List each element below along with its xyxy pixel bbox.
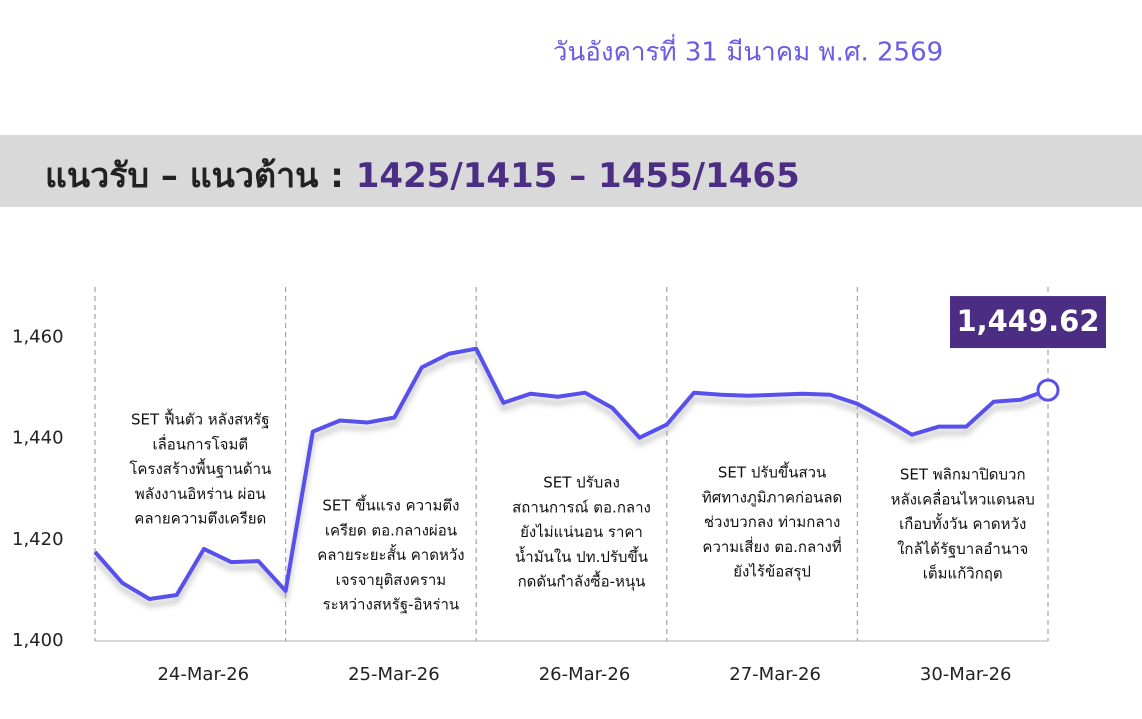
annotation: SET ปรับขึ้นสวน (718, 462, 826, 482)
annotation: ยังไม่แน่นอน ราคา (520, 523, 643, 541)
date: วันอังคารที่ 31 มีนาคม พ.ศ. 2569 (553, 34, 943, 68)
x-tick-label: 26-Mar-26 (539, 664, 631, 685)
annotation: เจรจายุติสงคราม (336, 571, 447, 590)
y-tick-label: 1,420 (12, 529, 64, 550)
annotation: คลายความตึงเครียด (134, 510, 266, 528)
series-line (93, 346, 1049, 602)
annotation: SET พลิกมาปิดบวก (900, 466, 1026, 484)
annotation: พลังงานอิหร่าน ผ่อน (135, 485, 266, 503)
annotation: โครงสร้างพื้นฐานด้าน (129, 458, 271, 478)
annotation: ความเสี่ยง ตอ.กลางที่ (702, 536, 841, 556)
x-tick-label: 25-Mar-26 (348, 664, 440, 685)
annotation: ช่วงบวกลง ท่ามกลาง (704, 513, 840, 531)
annotation: ระหว่างสหรัฐ-อิหร่าน (323, 596, 460, 614)
x-tick-label: 24-Mar-26 (157, 664, 249, 685)
line-shadow (93, 351, 1049, 608)
annotation: SET ขึ้นแรง ความตึง (322, 495, 459, 515)
title: แนวรับ – แนวต้าน : 1425/1415 – 1455/1465 (45, 156, 800, 196)
annotation: เครียด ตอ.กลางผ่อน (325, 521, 457, 539)
y-tick-label: 1,460 (12, 327, 64, 348)
annotation: น้ำมันใน ปท.ปรับขึ้น (515, 546, 648, 566)
annotation: สถานการณ์ ตอ.กลาง (512, 498, 651, 516)
x-tick-label: 27-Mar-26 (729, 664, 821, 685)
annotation: หลังเคลื่อนไหวแดนลบ (891, 488, 1035, 508)
y-tick-label: 1,400 (12, 630, 64, 651)
annotation: คลายระยะสั้น คาดหวัง (317, 544, 464, 564)
annotation: เต็มแก้วิกฤต (923, 564, 1003, 583)
y-tick-label: 1,440 (12, 428, 64, 449)
title-text: แนวรับ – แนวต้าน : (45, 156, 356, 196)
levels: 1425/1415 – 1455/1465 (356, 156, 800, 196)
end-marker (1036, 378, 1060, 402)
x-tick-label: 30-Mar-26 (920, 664, 1012, 685)
annotation: ทิศทางภูมิภาคก่อนลด (702, 488, 842, 506)
annotation: SET ปรับลง (543, 474, 620, 492)
annotation: ใกล้ได้รัฐบาลอำนาจ (897, 540, 1028, 558)
value-label: 1,449.62 (956, 304, 1099, 338)
title-band (0, 135, 1142, 207)
annotation: กดดันกำลังซื้อ-หนุน (518, 571, 646, 592)
annotation: เกือบทั้งวัน คาดหวัง (899, 513, 1026, 533)
annotation: ยังไร้ข้อสรุป (733, 563, 811, 582)
value-label-box (950, 296, 1106, 349)
annotation: SET ฟื้นตัว หลังสหรัฐ (131, 409, 270, 429)
annotation: เลื่อนการโจมตี (152, 433, 248, 453)
